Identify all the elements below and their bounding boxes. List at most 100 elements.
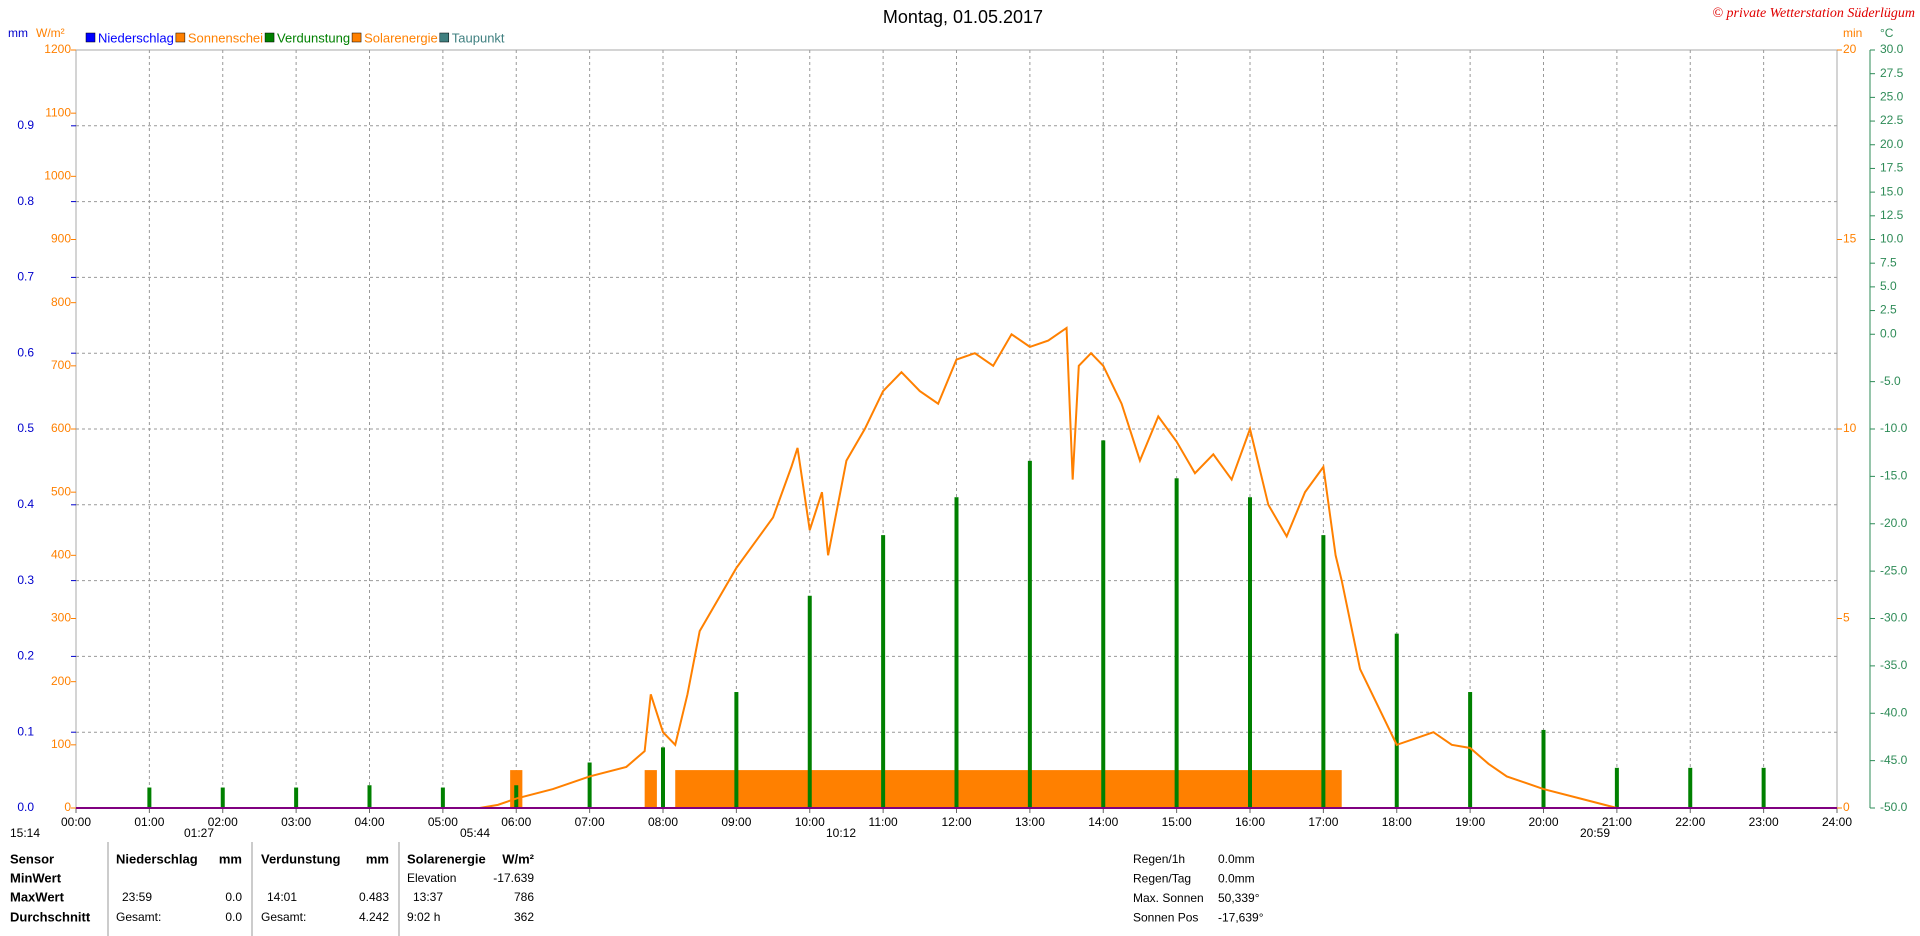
y-tick-label: -40.0: [1880, 705, 1908, 719]
y-tick-label: 0: [64, 800, 71, 814]
legend-swatch: [175, 32, 186, 43]
legend-label: Niederschlag: [98, 30, 174, 45]
evaporation-spike: [1761, 767, 1766, 808]
y-tick-label: 0.0: [1880, 326, 1897, 340]
cell: -17.639: [493, 871, 534, 885]
info-value: 0.0mm: [1218, 852, 1255, 866]
time-marker: 01:27: [184, 826, 214, 840]
evaporation-spike: [661, 747, 665, 808]
x-tick-label: 15:00: [1162, 815, 1192, 829]
evaporation-spike: [1688, 767, 1693, 808]
evaporation-spike: [1027, 460, 1032, 808]
y-tick-label: 400: [51, 548, 71, 562]
x-tick-label: 19:00: [1455, 815, 1485, 829]
cell: Verdunstung: [261, 851, 341, 866]
cell: 786: [514, 890, 534, 904]
y-tick-label: 12.5: [1880, 208, 1904, 222]
y-tick-label: 1100: [45, 105, 71, 119]
y-tick-label: -10.0: [1880, 421, 1908, 435]
y-tick-label: -30.0: [1880, 611, 1908, 625]
evaporation-spike: [294, 787, 299, 808]
axis-unit: min: [1843, 26, 1862, 40]
axis-unit: W/m²: [36, 26, 65, 40]
y-tick-label: 15.0: [1880, 184, 1904, 198]
cell: 4.242: [359, 910, 389, 924]
evaporation-spike: [587, 762, 592, 808]
x-tick-label: 02:00: [208, 815, 238, 829]
y-tick-label: -15.0: [1880, 469, 1908, 483]
info-value: 0.0mm: [1218, 872, 1255, 886]
cell: 0.0: [225, 890, 242, 904]
solar-line: [479, 326, 1618, 809]
x-tick-label: 05:00: [428, 815, 458, 829]
cell: 9:02 h: [407, 910, 440, 924]
y-tick-label: 0.2: [17, 649, 34, 663]
x-tick-label: 16:00: [1235, 815, 1265, 829]
y-tick-label: -20.0: [1880, 516, 1908, 530]
y-tick-label: 800: [51, 295, 71, 309]
x-tick-label: 21:00: [1602, 815, 1632, 829]
y-tick-label: 20: [1843, 42, 1857, 56]
y-tick-label: 1000: [44, 169, 71, 183]
x-tick-label: 18:00: [1382, 815, 1412, 829]
y-tick-label: 0.5: [17, 421, 34, 435]
cell: 23:59: [122, 890, 152, 904]
cell: 0.483: [359, 890, 389, 904]
y-tick-label: 0.8: [17, 194, 34, 208]
y-tick-label: 10.0: [1880, 232, 1904, 246]
evaporation-spike: [881, 535, 886, 808]
cell: Niederschlag: [116, 851, 198, 866]
y-tick-label: 1200: [44, 42, 71, 56]
y-tick-label: -5.0: [1880, 374, 1901, 388]
y-tick-label: 0.1: [17, 724, 34, 738]
y-tick-label: -35.0: [1880, 658, 1908, 672]
y-tick-label: 5: [1843, 611, 1850, 625]
x-tick-label: 09:00: [721, 815, 751, 829]
table: Sensor Niederschlag mm Verdunstung mm So…: [10, 842, 535, 936]
sunshine-bar: [675, 770, 1342, 808]
time-marker: 20:59: [1580, 826, 1610, 840]
y-tick-label: 0.3: [17, 573, 34, 587]
cell: Durchschnitt: [10, 909, 91, 924]
y-tick-label: 0.7: [17, 270, 34, 284]
cell: Gesamt:: [261, 910, 306, 924]
evaporation-spike: [807, 595, 812, 808]
axis-unit: mm: [8, 26, 28, 40]
cell: Solarenergie: [407, 851, 486, 866]
legend-swatch: [85, 32, 96, 43]
legend-label: Taupunkt: [452, 30, 505, 45]
y-tick-label: -25.0: [1880, 563, 1908, 577]
y-tick-label: 17.5: [1880, 161, 1904, 175]
y-tick-label: 900: [51, 232, 71, 246]
evaporation-spike: [1614, 767, 1619, 808]
x-tick-label: 12:00: [941, 815, 971, 829]
sunshine-bar: [644, 770, 657, 808]
evaporation-spike: [1468, 692, 1473, 808]
legend-label: Solarenergie: [364, 30, 438, 45]
x-tick-label: 07:00: [575, 815, 605, 829]
legend-swatch: [351, 32, 362, 43]
axis-unit: °C: [1880, 26, 1894, 40]
legend-swatch: [439, 32, 450, 43]
y-tick-label: 0.0: [17, 800, 34, 814]
evaporation-spike: [514, 785, 519, 808]
y-tick-label: 0: [1843, 800, 1850, 814]
y-tick-label: -45.0: [1880, 753, 1908, 767]
chart-title: Montag, 01.05.2017: [883, 7, 1043, 27]
y-tick-label: 30.0: [1880, 42, 1904, 56]
evaporation-spike: [1541, 729, 1546, 808]
info-value: -17,639°: [1218, 911, 1264, 925]
y-tick-label: 0.9: [17, 118, 34, 132]
x-tick-label: 22:00: [1675, 815, 1705, 829]
time-marker: 15:14: [10, 826, 40, 840]
x-tick-label: 23:00: [1749, 815, 1779, 829]
evaporation-spike: [147, 787, 152, 808]
x-tick-label: 03:00: [281, 815, 311, 829]
cell: 13:37: [413, 890, 443, 904]
y-tick-label: 22.5: [1880, 113, 1904, 127]
x-tick-label: 04:00: [354, 815, 384, 829]
x-tick-label: 08:00: [648, 815, 678, 829]
y-tick-label: 27.5: [1880, 66, 1904, 80]
cell: W/m²: [502, 851, 534, 866]
y-tick-label: 500: [51, 484, 71, 498]
